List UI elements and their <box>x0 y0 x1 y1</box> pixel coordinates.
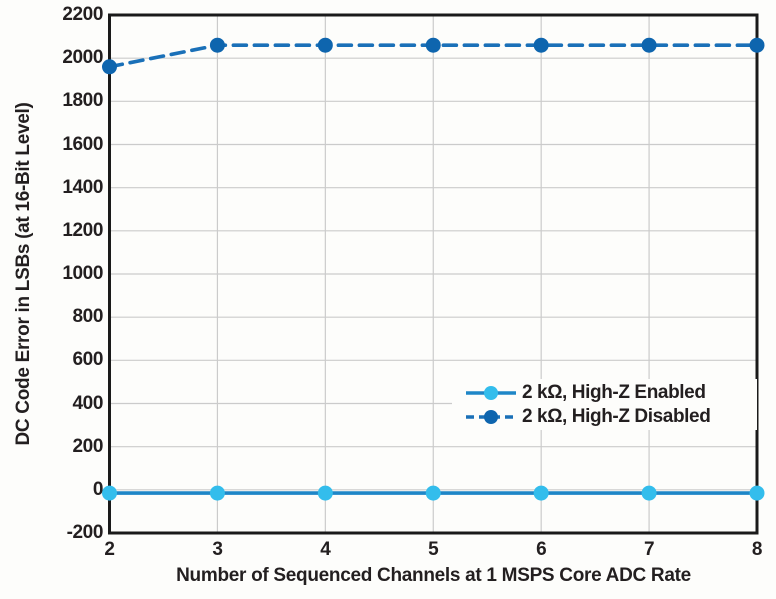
y-tick-label: 200 <box>72 435 103 457</box>
y-tick-label: 600 <box>72 349 103 371</box>
legend-label-disabled: 2 kΩ, High-Z Disabled <box>522 405 711 427</box>
y-tick-label: 1800 <box>62 90 103 112</box>
y-tick-label: 1600 <box>62 133 103 155</box>
x-tick-label: 2 <box>104 539 115 560</box>
legend-label-enabled: 2 kΩ, High-Z Enabled <box>522 381 706 403</box>
y-axis-title: DC Code Error in LSBs (at 16-Bit Level) <box>13 102 34 446</box>
x-tick-label: 4 <box>320 539 331 560</box>
plot-border <box>108 13 759 535</box>
data-point-series-0 <box>425 485 441 501</box>
x-tick-label: 8 <box>751 539 763 560</box>
data-point-series-1 <box>641 37 657 53</box>
y-tick-label: 2000 <box>62 47 103 69</box>
x-axis-title: Number of Sequenced Channels at 1 MSPS C… <box>176 565 691 586</box>
legend-swatch-enabled-icon <box>466 385 516 400</box>
data-point-series-1 <box>749 37 765 53</box>
legend-item-enabled: 2 kΩ, High-Z Enabled <box>452 381 757 404</box>
data-point-series-1 <box>102 59 117 75</box>
y-tick-label: -200 <box>66 522 104 543</box>
data-point-series-0 <box>102 485 117 501</box>
data-point-series-0 <box>317 485 333 501</box>
data-point-series-1 <box>317 37 333 53</box>
data-point-series-0 <box>641 485 657 501</box>
x-tick-label: 3 <box>212 539 223 560</box>
y-tick-label: 400 <box>72 392 103 414</box>
data-point-series-1 <box>533 37 549 53</box>
x-tick-label: 7 <box>643 539 655 560</box>
y-tick-label: 800 <box>72 306 103 328</box>
y-tick-label: 0 <box>92 478 104 500</box>
legend-swatch-disabled-icon <box>466 409 516 424</box>
data-point-series-0 <box>533 485 549 501</box>
x-tick-label: 6 <box>536 539 547 560</box>
y-tick-label: 1200 <box>62 219 103 241</box>
data-point-series-0 <box>209 485 225 501</box>
y-tick-label: 1000 <box>62 263 103 284</box>
legend: 2 kΩ, High-Z Enabled 2 kΩ, High-Z Disabl… <box>452 379 757 430</box>
data-point-series-0 <box>749 485 765 501</box>
x-tick-label: 5 <box>428 539 439 560</box>
data-point-series-1 <box>425 37 441 53</box>
y-tick-label: 2200 <box>62 4 103 25</box>
y-tick-label: 1400 <box>62 176 103 198</box>
legend-item-disabled: 2 kΩ, High-Z Disabled <box>452 405 757 428</box>
data-point-series-1 <box>209 37 225 53</box>
